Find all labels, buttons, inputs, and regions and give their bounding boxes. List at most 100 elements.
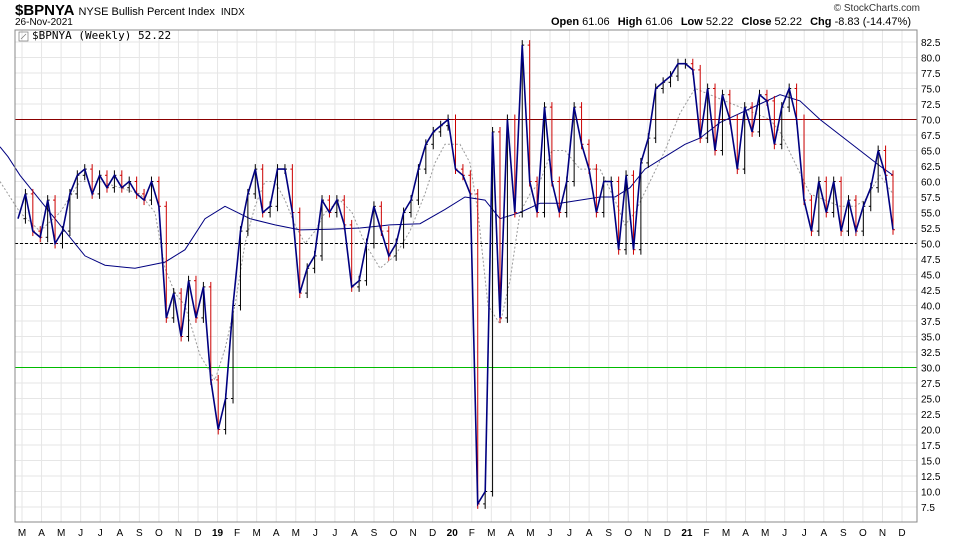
x-tick-label: J xyxy=(548,528,553,539)
grid xyxy=(15,30,917,522)
y-tick-label: 45.0 xyxy=(921,271,941,282)
y-tick-label: 75.0 xyxy=(921,85,941,96)
y-axis: 82.5 80.0 77.5 75.0 72.5 70.0 67.5 65.0 62.5 60.0… xyxy=(921,38,941,514)
exchange-label: INDX xyxy=(220,7,245,18)
x-tick-label: M xyxy=(252,528,260,539)
x-tick-label: J xyxy=(78,528,83,539)
y-tick-label: 82.5 xyxy=(921,38,941,49)
x-tick-label: J xyxy=(98,528,103,539)
x-tick-label: D xyxy=(898,528,905,539)
y-tick-label: 25.0 xyxy=(921,395,941,406)
y-tick-label: 12.5 xyxy=(921,472,941,483)
chg-value: -8.83 (-14.47%) xyxy=(834,16,911,28)
close-line-group xyxy=(17,45,894,507)
y-tick-label: 47.5 xyxy=(921,255,941,266)
y-tick-label: 50.0 xyxy=(921,240,941,251)
y-tick-label: 15.0 xyxy=(921,457,941,468)
chart-legend: $BPNYA (Weekly) 52.22 xyxy=(32,29,171,42)
x-tick-label: J xyxy=(567,528,572,539)
x-tick-label: M xyxy=(722,528,730,539)
x-tick-label: M xyxy=(292,528,300,539)
y-tick-label: 55.0 xyxy=(921,209,941,220)
x-tick-label: D xyxy=(194,528,201,539)
close-price-line xyxy=(17,45,894,507)
y-tick-label: 20.0 xyxy=(921,426,941,437)
copyright-text[interactable]: © StockCharts.com xyxy=(833,3,920,14)
y-tick-label: 72.5 xyxy=(921,100,941,111)
y-tick-label: 67.5 xyxy=(921,131,941,142)
x-tick-label: S xyxy=(136,528,143,539)
x-tick-label: O xyxy=(859,528,867,539)
y-tick-label: 60.0 xyxy=(921,178,941,189)
high-value: 61.06 xyxy=(645,16,673,28)
x-tick-label: J xyxy=(313,528,318,539)
x-axis: M A M J J A S O N D 19 F M A M J J A S O N D 20 F M A M J J A S O N D 21 F M… xyxy=(18,528,906,539)
y-tick-label: 35.0 xyxy=(921,333,941,344)
open-label: Open xyxy=(550,16,580,28)
x-tick-label: A xyxy=(742,528,749,539)
x-tick-label: J xyxy=(332,528,337,539)
y-tick-label: 42.5 xyxy=(921,286,941,297)
x-tick-label: N xyxy=(175,528,182,539)
close-value: 52.22 xyxy=(774,16,803,28)
reference-lines xyxy=(15,119,917,368)
legend-icon xyxy=(18,31,29,42)
y-tick-label: 57.5 xyxy=(921,193,941,204)
x-tick-label: F xyxy=(469,528,475,539)
x-tick-label: N xyxy=(409,528,416,539)
y-tick-label: 10.0 xyxy=(921,488,941,499)
close-label: Close xyxy=(741,16,772,28)
x-tick-label: O xyxy=(155,528,163,539)
x-tick-label: A xyxy=(508,528,515,539)
x-tick-label: 20 xyxy=(447,528,459,539)
y-tick-label: 22.5 xyxy=(921,410,941,421)
x-tick-label: D xyxy=(664,528,671,539)
x-tick-label: S xyxy=(605,528,612,539)
x-tick-label: 21 xyxy=(681,528,693,539)
x-tick-label: O xyxy=(390,528,398,539)
index-description: NYSE Bullish Percent Index xyxy=(78,6,215,18)
x-tick-label: A xyxy=(38,528,45,539)
x-tick-label: F xyxy=(234,528,240,539)
chart-date: 26-Nov-2021 xyxy=(15,17,73,28)
x-tick-label: A xyxy=(586,528,593,539)
ticker-symbol: $BPNYA xyxy=(15,2,75,19)
x-tick-label: A xyxy=(820,528,827,539)
x-tick-label: A xyxy=(273,528,280,539)
x-tick-label: M xyxy=(487,528,495,539)
x-tick-label: M xyxy=(526,528,534,539)
x-tick-label: M xyxy=(57,528,65,539)
y-tick-label: 30.0 xyxy=(921,364,941,375)
ohlc-readout: Open 61.06 High 61.06 Low 52.22 Close 52… xyxy=(551,16,916,28)
y-tick-label: 17.5 xyxy=(921,441,941,452)
y-tick-label: 65.0 xyxy=(921,147,941,158)
y-tick-label: 7.5 xyxy=(921,503,935,514)
low-label: Low xyxy=(680,16,703,28)
y-tick-label: 77.5 xyxy=(921,69,941,80)
y-tick-label: 80.0 xyxy=(921,54,941,65)
x-tick-label: J xyxy=(802,528,807,539)
x-tick-label: M xyxy=(18,528,26,539)
x-tick-label: A xyxy=(351,528,358,539)
x-tick-label: N xyxy=(644,528,651,539)
x-tick-label: N xyxy=(879,528,886,539)
open-value: 61.06 xyxy=(582,16,610,28)
x-tick-label: F xyxy=(703,528,709,539)
x-tick-label: 19 xyxy=(212,528,224,539)
x-tick-label: O xyxy=(624,528,632,539)
chg-label: Chg xyxy=(810,16,832,28)
x-tick-label: S xyxy=(840,528,847,539)
y-tick-label: 52.5 xyxy=(921,224,941,235)
y-tick-label: 32.5 xyxy=(921,348,941,359)
low-value: 52.22 xyxy=(705,16,734,28)
high-label: High xyxy=(617,16,643,28)
plot-frame xyxy=(14,29,918,523)
x-tick-label: A xyxy=(116,528,123,539)
x-tick-label: M xyxy=(761,528,769,539)
y-tick-label: 62.5 xyxy=(921,162,941,173)
x-tick-label: J xyxy=(782,528,787,539)
x-tick-label: D xyxy=(429,528,436,539)
chart-title-row: $BPNYA NYSE Bullish Percent Index INDX xyxy=(15,2,245,20)
y-tick-label: 27.5 xyxy=(921,379,941,390)
